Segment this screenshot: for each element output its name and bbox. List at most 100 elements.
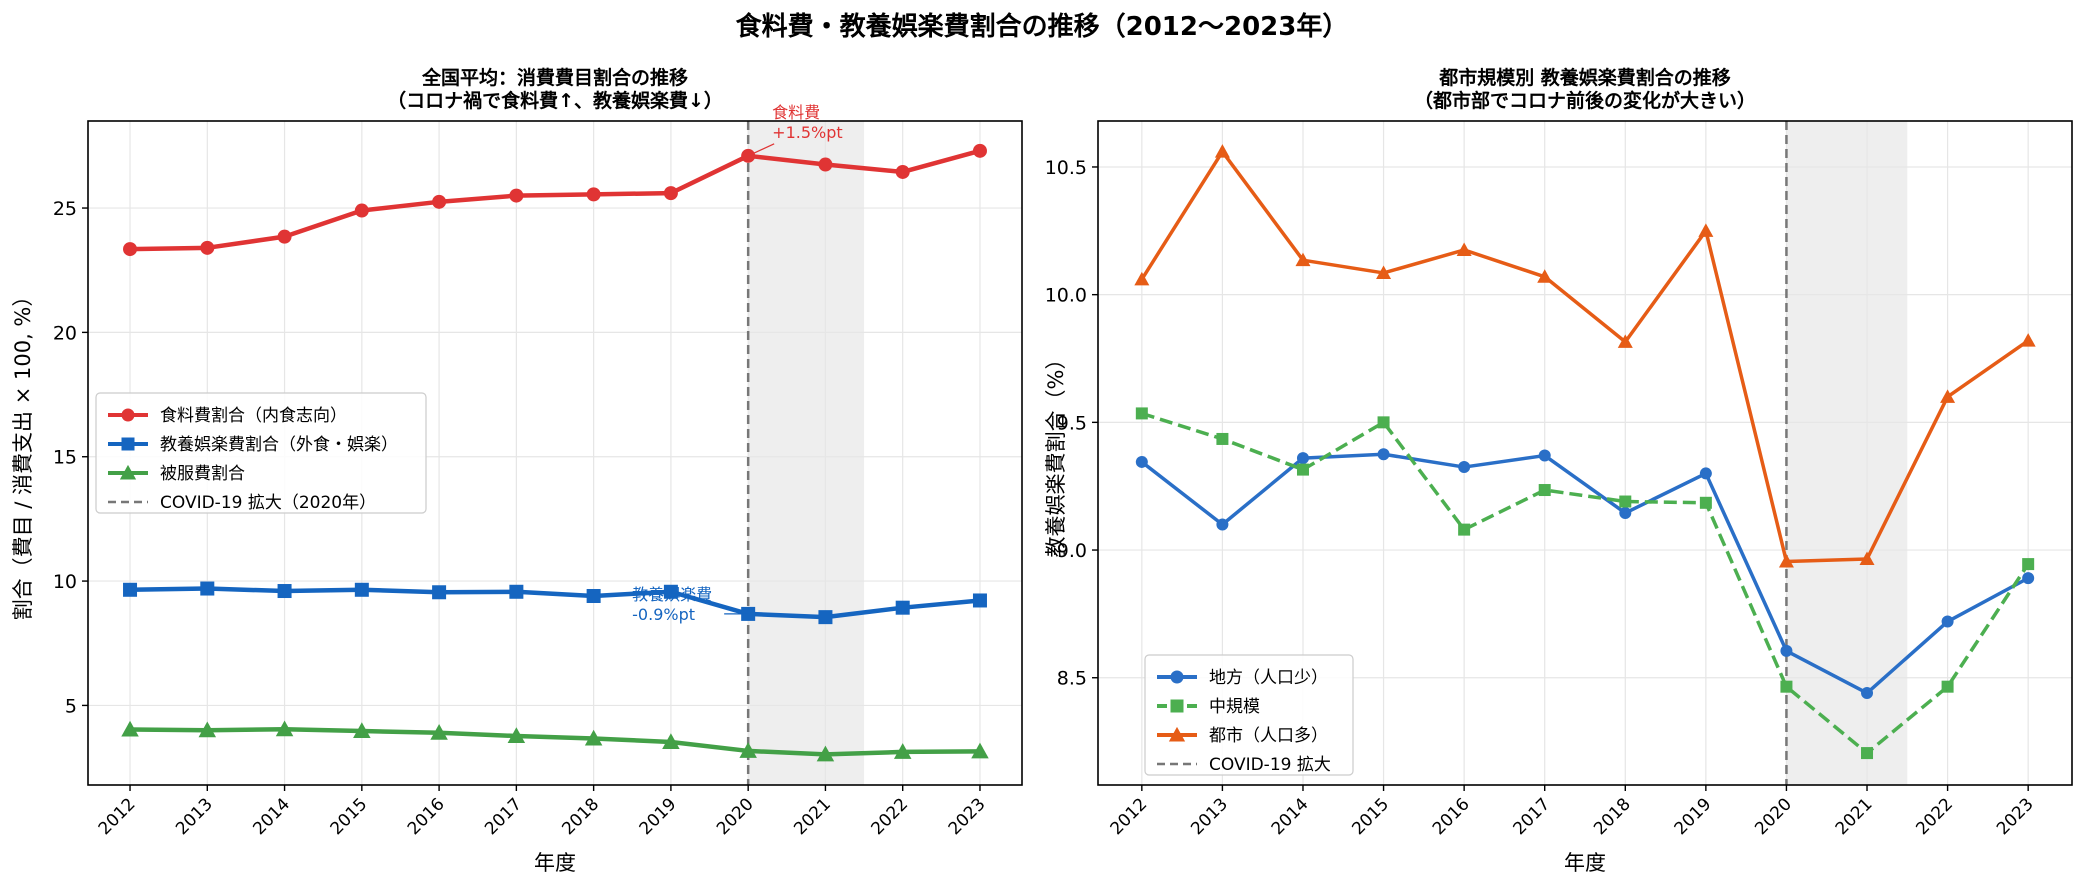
data-point-2-3 <box>1376 265 1392 279</box>
right-panel: 都市規模別 教養娯楽費割合の推移（都市部でコロナ前後の変化が大きい） 8.5 9.0… <box>1044 66 2073 875</box>
legend-label: 地方（人口少） <box>1209 668 1328 688</box>
data-point-0-6 <box>1619 507 1632 520</box>
data-point-1-11 <box>972 593 987 608</box>
legend-swatch-marker <box>121 437 135 451</box>
data-point-0-7 <box>1699 467 1712 480</box>
legend-label: 被服費割合 <box>160 464 245 484</box>
legend-box <box>95 392 427 514</box>
x-tick-label: 2019 <box>1671 794 1716 839</box>
data-point-0-3 <box>354 203 369 218</box>
legend-label: COVID-19 拡大 <box>1209 755 1331 775</box>
x-tick-label: 2020 <box>713 794 758 839</box>
data-point-2-10 <box>1940 389 1956 403</box>
x-tick-label: 2019 <box>636 794 681 839</box>
data-point-2-6 <box>1617 334 1633 348</box>
x-tick-label: 2012 <box>1107 794 1152 839</box>
annotation-label: 食料費+1.5%pt <box>772 103 842 142</box>
x-tick-label: 2013 <box>1187 794 1232 839</box>
data-point-0-0 <box>1135 455 1148 468</box>
x-tick-label: 2022 <box>868 794 913 839</box>
x-tick-label: 2013 <box>172 794 217 839</box>
plot-frame <box>1097 120 2073 786</box>
data-point-1-9 <box>818 610 833 625</box>
x-tick-label: 2014 <box>1268 794 1313 839</box>
legend-swatch-marker <box>1170 670 1184 684</box>
x-tick-label: 2022 <box>1912 794 1957 839</box>
data-point-2-11 <box>2020 333 2036 347</box>
series-line-2 <box>1140 149 2030 564</box>
data-point-1-10 <box>1941 680 1954 693</box>
legend-label: COVID-19 拡大（2020年） <box>160 493 376 513</box>
legend-box <box>1144 654 1354 776</box>
series-line-1 <box>129 586 981 620</box>
data-point-1-2 <box>277 584 292 599</box>
x-tick-label: 2015 <box>327 794 372 839</box>
data-point-0-4 <box>1458 461 1471 474</box>
data-point-2-1 <box>198 721 217 738</box>
data-point-1-11 <box>2022 558 2035 571</box>
data-point-1-5 <box>509 584 524 599</box>
data-point-1-7 <box>663 584 678 599</box>
data-point-2-2 <box>275 720 294 737</box>
data-point-0-11 <box>972 143 987 158</box>
y-tick-label: 10.5 <box>1045 157 1087 179</box>
data-point-1-4 <box>432 585 447 600</box>
data-point-0-1 <box>1216 518 1229 531</box>
y-tick-label: 10.0 <box>1045 285 1087 307</box>
x-tick-label: 2016 <box>404 794 449 839</box>
data-point-0-11 <box>2022 572 2035 585</box>
plot-frame <box>87 120 1023 786</box>
x-tick-label: 2023 <box>945 794 990 839</box>
series-line-1 <box>1141 411 2030 755</box>
x-tick-label: 2023 <box>1993 794 2038 839</box>
data-point-0-4 <box>432 194 447 209</box>
annotation-arrow <box>747 143 775 157</box>
data-point-1-3 <box>354 582 369 597</box>
data-point-1-1 <box>200 581 215 596</box>
data-point-0-5 <box>509 188 524 203</box>
data-point-0-6 <box>586 187 601 202</box>
y-tick-label: 10 <box>53 571 77 593</box>
data-point-1-5 <box>1538 484 1551 497</box>
data-point-0-8 <box>1780 644 1793 657</box>
data-point-0-9 <box>818 157 833 172</box>
data-point-0-0 <box>123 242 138 257</box>
annotation-label: 教養娯楽費-0.9%pt <box>632 585 712 624</box>
y-tick-label: 5 <box>65 695 77 717</box>
data-point-0-9 <box>1861 687 1874 700</box>
legend-swatch-marker <box>121 408 135 422</box>
y-tick-label: 15 <box>53 447 77 469</box>
data-point-1-6 <box>586 588 601 603</box>
y-axis-label: 割合（費目 / 消費支出 × 100, %） <box>11 286 35 621</box>
data-point-1-10 <box>895 600 910 615</box>
data-point-2-9 <box>1859 551 1875 565</box>
legend-label: 食料費割合（内食志向） <box>160 406 347 426</box>
data-point-0-7 <box>663 186 678 201</box>
y-tick-label: 20 <box>53 322 77 344</box>
data-point-2-9 <box>816 745 835 762</box>
data-point-0-5 <box>1538 449 1551 462</box>
data-point-1-0 <box>123 582 138 597</box>
data-point-1-3 <box>1377 416 1390 429</box>
x-tick-label: 2020 <box>1751 794 1796 839</box>
data-point-2-8 <box>1778 554 1794 568</box>
y-axis-label: 教養娯楽費割合（%） <box>1044 349 1068 558</box>
x-tick-label: 2017 <box>481 794 526 839</box>
data-point-1-9 <box>1861 747 1874 760</box>
legend-swatch-marker <box>1168 726 1186 742</box>
data-point-0-10 <box>895 164 910 179</box>
x-tick-label: 2021 <box>1832 794 1877 839</box>
data-point-2-5 <box>507 727 526 744</box>
x-tick-label: 2017 <box>1510 794 1555 839</box>
figure-title: 食料費・教養娯楽費割合の推移（2012〜2023年） <box>736 11 1349 42</box>
data-point-1-4 <box>1458 523 1471 536</box>
data-point-1-7 <box>1699 496 1712 509</box>
data-point-2-4 <box>1456 242 1472 256</box>
y-tick-label: 25 <box>53 198 77 220</box>
left-panel: 全国平均：消費費目割合の推移（コロナ禍で食料費↑、教養娯楽費↓）51015202… <box>11 66 1023 875</box>
data-point-0-10 <box>1941 615 1954 628</box>
data-point-2-1 <box>1214 144 1230 158</box>
legend-label: 都市（人口多） <box>1209 726 1328 746</box>
data-point-2-7 <box>1698 223 1714 237</box>
x-tick-label: 2016 <box>1429 794 1474 839</box>
